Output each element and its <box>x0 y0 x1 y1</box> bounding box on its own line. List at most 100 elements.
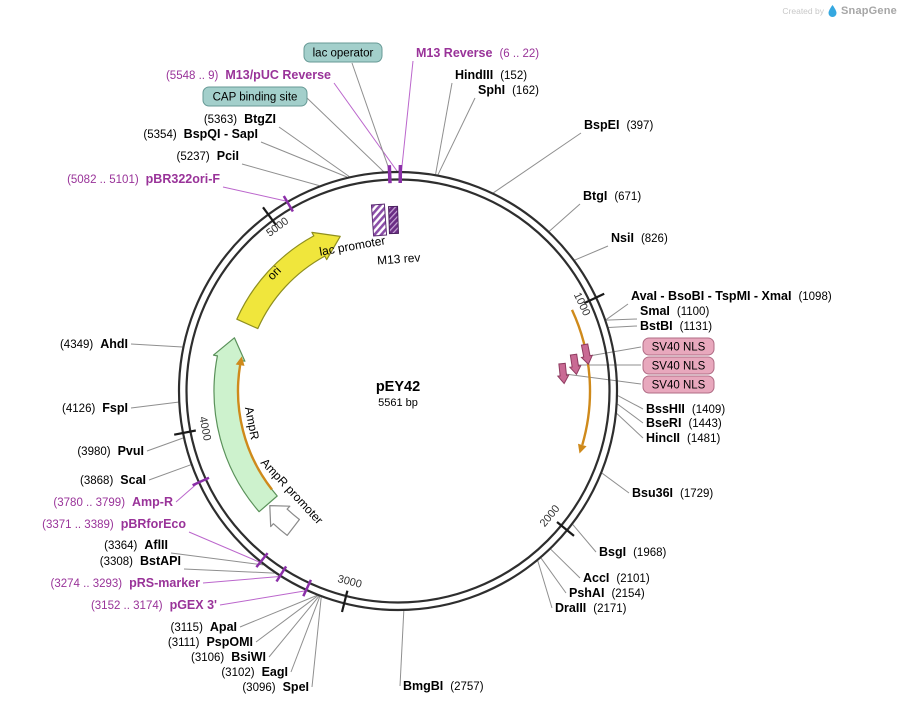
feature-pill-label: SV40 NLS <box>652 361 706 373</box>
feature-label: M13 rev <box>377 251 421 268</box>
leader-line <box>219 590 306 606</box>
leader-line <box>606 318 638 321</box>
restriction-site-label: HindIII (152) <box>455 68 527 82</box>
sv40-nls-arrow <box>556 362 570 385</box>
leader-line <box>268 595 320 658</box>
ori-arrow <box>236 231 341 330</box>
sv40-nls-arrow-shape <box>556 362 570 385</box>
position-label: 3000 <box>336 573 363 591</box>
primer-tick <box>302 579 313 597</box>
snapgene-drop-icon <box>828 5 837 17</box>
orf-arrowhead <box>578 443 587 454</box>
leader-line <box>278 126 350 177</box>
primer-tick <box>387 165 392 184</box>
plasmid-ring-outer <box>177 170 619 612</box>
sv40-nls-arrow <box>568 353 582 376</box>
leader-line <box>130 401 179 409</box>
leader-line <box>616 413 644 439</box>
feature-pill <box>202 86 308 107</box>
leader-line <box>574 245 609 261</box>
restriction-site-label: (3096) SpeI <box>242 680 309 694</box>
position-tick <box>262 206 277 226</box>
plasmid-size: 5561 bp <box>378 397 418 409</box>
restriction-site-label: BssHII (1409) <box>646 402 725 416</box>
restriction-site-label: PshAI (2154) <box>569 586 645 600</box>
restriction-site-label: NsiI (826) <box>611 231 668 245</box>
leader-line <box>608 325 638 328</box>
leader-line <box>537 560 553 609</box>
primer-tick <box>192 476 210 487</box>
leader-line <box>130 343 183 348</box>
restriction-site-label: (5354) BspQI - SapI <box>143 127 258 141</box>
restriction-site-label: (3364) AflII <box>104 538 168 552</box>
leader-line <box>605 303 629 321</box>
restriction-site-label: (3106) BsiWI <box>191 650 266 664</box>
restriction-site-label: (3868) ScaI <box>80 473 146 487</box>
leader-line <box>564 373 642 385</box>
orf-arrowhead <box>235 356 245 366</box>
primer-label: (3371 .. 3389) pBRforEco <box>42 517 186 531</box>
plasmid-ring-inner <box>185 178 611 604</box>
leader-line <box>290 596 321 673</box>
position-tick <box>556 521 575 537</box>
feature-pill <box>642 337 715 356</box>
restriction-site-label: BmgBI (2757) <box>403 679 484 693</box>
restriction-site-label: AccI (2101) <box>583 571 650 585</box>
leader-line <box>222 186 287 202</box>
restriction-site-label: DraIII (2171) <box>555 601 627 615</box>
primer-label: M13 Reverse (6 .. 22) <box>416 46 539 60</box>
leader-line <box>175 482 199 503</box>
leader-line <box>540 557 567 594</box>
promoter-primer-box <box>370 203 388 237</box>
sv40-nls-arrow-shape <box>568 353 582 376</box>
watermark-created-by: Created by <box>782 6 824 16</box>
feature-pill <box>642 356 715 375</box>
primer-label: (3152 .. 3174) pGEX 3' <box>91 598 217 612</box>
restriction-site-label: SmaI (1100) <box>640 304 709 318</box>
leader-line <box>146 437 184 452</box>
leader-line <box>241 163 320 187</box>
leader-line <box>311 597 322 688</box>
restriction-site-label: SphI (162) <box>478 83 539 97</box>
leader-line <box>550 548 581 579</box>
leader-line <box>333 82 398 172</box>
restriction-site-label: BseRI (1443) <box>646 416 722 430</box>
watermark-brand: SnapGene <box>840 5 897 17</box>
restriction-site-label: Bsu36I (1729) <box>632 486 713 500</box>
watermark: Created by SnapGene <box>782 5 897 17</box>
restriction-site-label: AvaI - BsoBI - TspMI - XmaI (1098) <box>631 289 832 303</box>
restriction-site-label: (3102) EagI <box>221 665 288 679</box>
primer-label: (5082 .. 5101) pBR322ori-F <box>67 172 220 186</box>
leader-line <box>435 82 453 175</box>
feature-pill-label: CAP binding site <box>213 92 298 104</box>
restriction-site-label: (5237) PciI <box>177 149 240 163</box>
restriction-site-label: (3308) BstAPI <box>100 554 181 568</box>
restriction-site-label: BspEI (397) <box>584 118 653 132</box>
restriction-site-label: (4126) FspI <box>62 401 128 415</box>
leader-line <box>437 97 476 175</box>
leader-line <box>399 610 405 687</box>
restriction-site-label: (3115) ApaI <box>171 620 237 634</box>
leader-line <box>601 472 630 494</box>
feature-pill <box>303 42 383 63</box>
leader-line <box>588 346 642 357</box>
feature-pill <box>642 375 715 394</box>
restriction-site-label: BsgI (1968) <box>599 545 667 559</box>
restriction-site-label: BtgI (671) <box>583 189 641 203</box>
leader-line <box>260 141 348 178</box>
feature-label: AmpR <box>242 406 262 442</box>
leader-line <box>170 552 264 566</box>
leader-line <box>617 403 644 424</box>
position-tick <box>340 590 349 613</box>
plasmid-title-block: pEY42 5561 bp <box>298 379 498 409</box>
leader-line <box>239 595 317 628</box>
restriction-site-label: (4349) AhdI <box>60 337 128 351</box>
primer-label: (3274 .. 3293) pRS-marker <box>51 576 201 590</box>
orf-arc <box>236 365 273 491</box>
sv40-nls-arrow <box>580 343 594 366</box>
orf-arc <box>570 309 592 446</box>
leader-line <box>183 568 275 574</box>
plasmid-name: pEY42 <box>375 379 421 395</box>
